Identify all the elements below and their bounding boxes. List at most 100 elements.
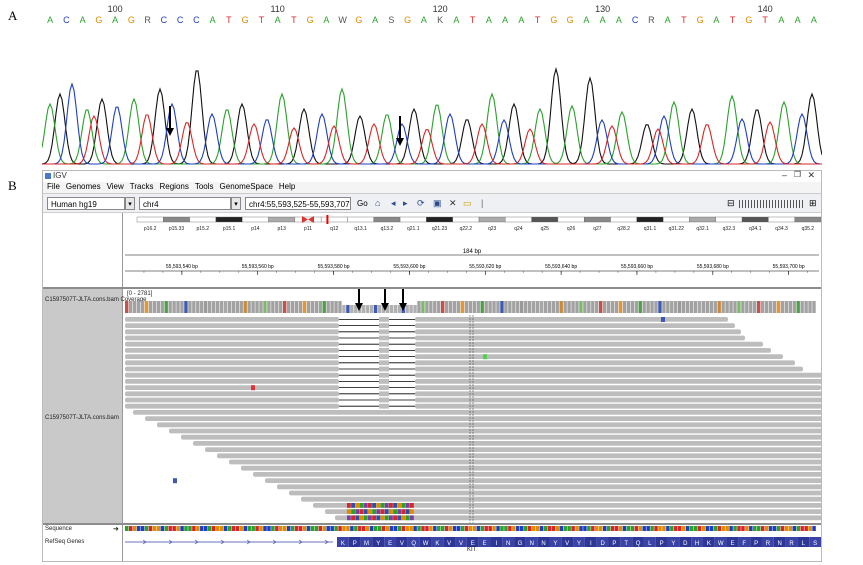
reference-base [670, 526, 674, 531]
exon-codon [679, 537, 692, 547]
cytoband-label: p14 [251, 226, 260, 232]
soft-clip-base [410, 515, 414, 521]
cytoband [794, 216, 821, 223]
reference-base [551, 526, 556, 531]
exon-codon [478, 537, 491, 547]
reference-base [326, 526, 330, 531]
reference-base [334, 526, 338, 531]
coverage-bar [318, 301, 322, 313]
cytoband [399, 216, 427, 223]
menu-tracks[interactable]: Tracks [129, 182, 154, 191]
cytoband-label: p13 [278, 226, 287, 232]
coverage-bar [666, 301, 670, 313]
exon-codon [726, 537, 739, 547]
menu-regions[interactable]: Regions [159, 182, 189, 191]
soft-clip-base [380, 515, 385, 521]
chromosome-select[interactable]: chr4 [139, 197, 231, 210]
reference-base [697, 526, 702, 531]
zoom-in-icon[interactable]: ⊞ [809, 198, 817, 208]
trace-0 [42, 66, 822, 165]
reference-base [654, 526, 658, 531]
region-icon[interactable]: ▣ [433, 198, 442, 208]
reference-base [132, 526, 137, 531]
coverage-bar [243, 301, 247, 313]
clear-icon[interactable]: ✕ [449, 198, 457, 208]
forward-icon[interactable]: ▸ [403, 198, 408, 208]
cytoband [373, 216, 401, 223]
coverage-bar [342, 305, 346, 313]
coverage-bar [425, 301, 429, 313]
reference-base [211, 526, 216, 531]
exon-codon [466, 537, 479, 547]
cytoband-label: p15.2 [197, 226, 210, 232]
coverage-bar [630, 301, 634, 313]
go-button[interactable]: Go [357, 199, 368, 208]
strand-arrow [272, 539, 277, 545]
separator-icon: | [481, 198, 484, 208]
reference-base [373, 526, 378, 531]
coverage-bar [658, 301, 662, 313]
reference-base [452, 526, 457, 531]
genome-select[interactable]: Human hg19 [47, 197, 125, 210]
reference-base [595, 526, 599, 531]
amino-acid: Y [577, 541, 581, 547]
coverage-bar [602, 301, 607, 313]
zoom-tick [748, 200, 749, 208]
menu-help[interactable]: Help [278, 182, 296, 191]
coverage-bar [484, 301, 488, 313]
restore-icon[interactable]: ❐ [793, 170, 801, 179]
coverage-track-name[interactable]: C1597507T-JLTA.cons.bam Coverage [45, 297, 147, 303]
soft-clip-base [401, 509, 406, 514]
zoom-out-icon[interactable]: ⊟ [727, 198, 735, 208]
read [125, 397, 339, 403]
reference-base [389, 526, 394, 531]
soft-clip-base [355, 515, 360, 521]
coverage-bar [646, 301, 650, 313]
coverage-bar [733, 301, 737, 313]
reference-base [433, 526, 437, 531]
coverage-bar [405, 305, 409, 313]
current-locus-marker [326, 215, 329, 224]
menu-genomespace[interactable]: GenomeSpace [219, 182, 273, 191]
menu-view[interactable]: View [106, 182, 124, 191]
chromosome-dropdown-icon[interactable]: ▾ [231, 197, 241, 210]
minimize-icon[interactable]: – [781, 170, 787, 180]
popup-text-icon[interactable]: ▭ [463, 198, 472, 208]
exon-codon [490, 537, 503, 547]
read [125, 372, 339, 378]
coverage-bar [128, 301, 133, 313]
cytoband [531, 216, 559, 223]
amino-acid: Y [553, 541, 557, 547]
back-icon[interactable]: ◂ [391, 198, 396, 208]
genome-dropdown-icon[interactable]: ▾ [125, 197, 135, 210]
reference-base [516, 526, 520, 531]
alignment-panel[interactable] [123, 289, 821, 523]
coverage-bar [377, 305, 382, 313]
coverage-bar [670, 301, 674, 313]
reference-base [128, 526, 133, 531]
zoom-tick [778, 200, 779, 208]
reference-base [622, 526, 627, 531]
alignment-track-name[interactable]: C1597507T-JLTA.cons.bam [45, 415, 119, 421]
amino-acid: Y [671, 541, 675, 547]
home-icon[interactable]: ⌂ [375, 198, 381, 208]
zoom-slider[interactable] [739, 199, 807, 209]
refresh-icon[interactable]: ⟳ [417, 198, 425, 208]
locus-input[interactable]: chr4:55,593,525-55,593,707 [245, 197, 351, 210]
amino-acid: N [530, 541, 534, 547]
coverage-bar [271, 301, 275, 313]
strand-arrow-icon[interactable]: ➜ [113, 526, 119, 533]
reference-base [764, 526, 769, 531]
menu-file[interactable]: File [47, 182, 60, 191]
menu-genomes[interactable]: Genomes [65, 182, 101, 191]
reference-base [650, 526, 654, 531]
reference-base [279, 526, 283, 531]
close-icon[interactable]: ✕ [807, 170, 815, 180]
coverage-bar [346, 305, 350, 313]
menu-tools[interactable]: Tools [194, 182, 214, 191]
base-call: G [128, 15, 135, 25]
base-call: R [144, 15, 151, 25]
coverage-bar [168, 301, 172, 313]
zoom-tick [751, 200, 752, 208]
coverage-bar [235, 301, 239, 313]
